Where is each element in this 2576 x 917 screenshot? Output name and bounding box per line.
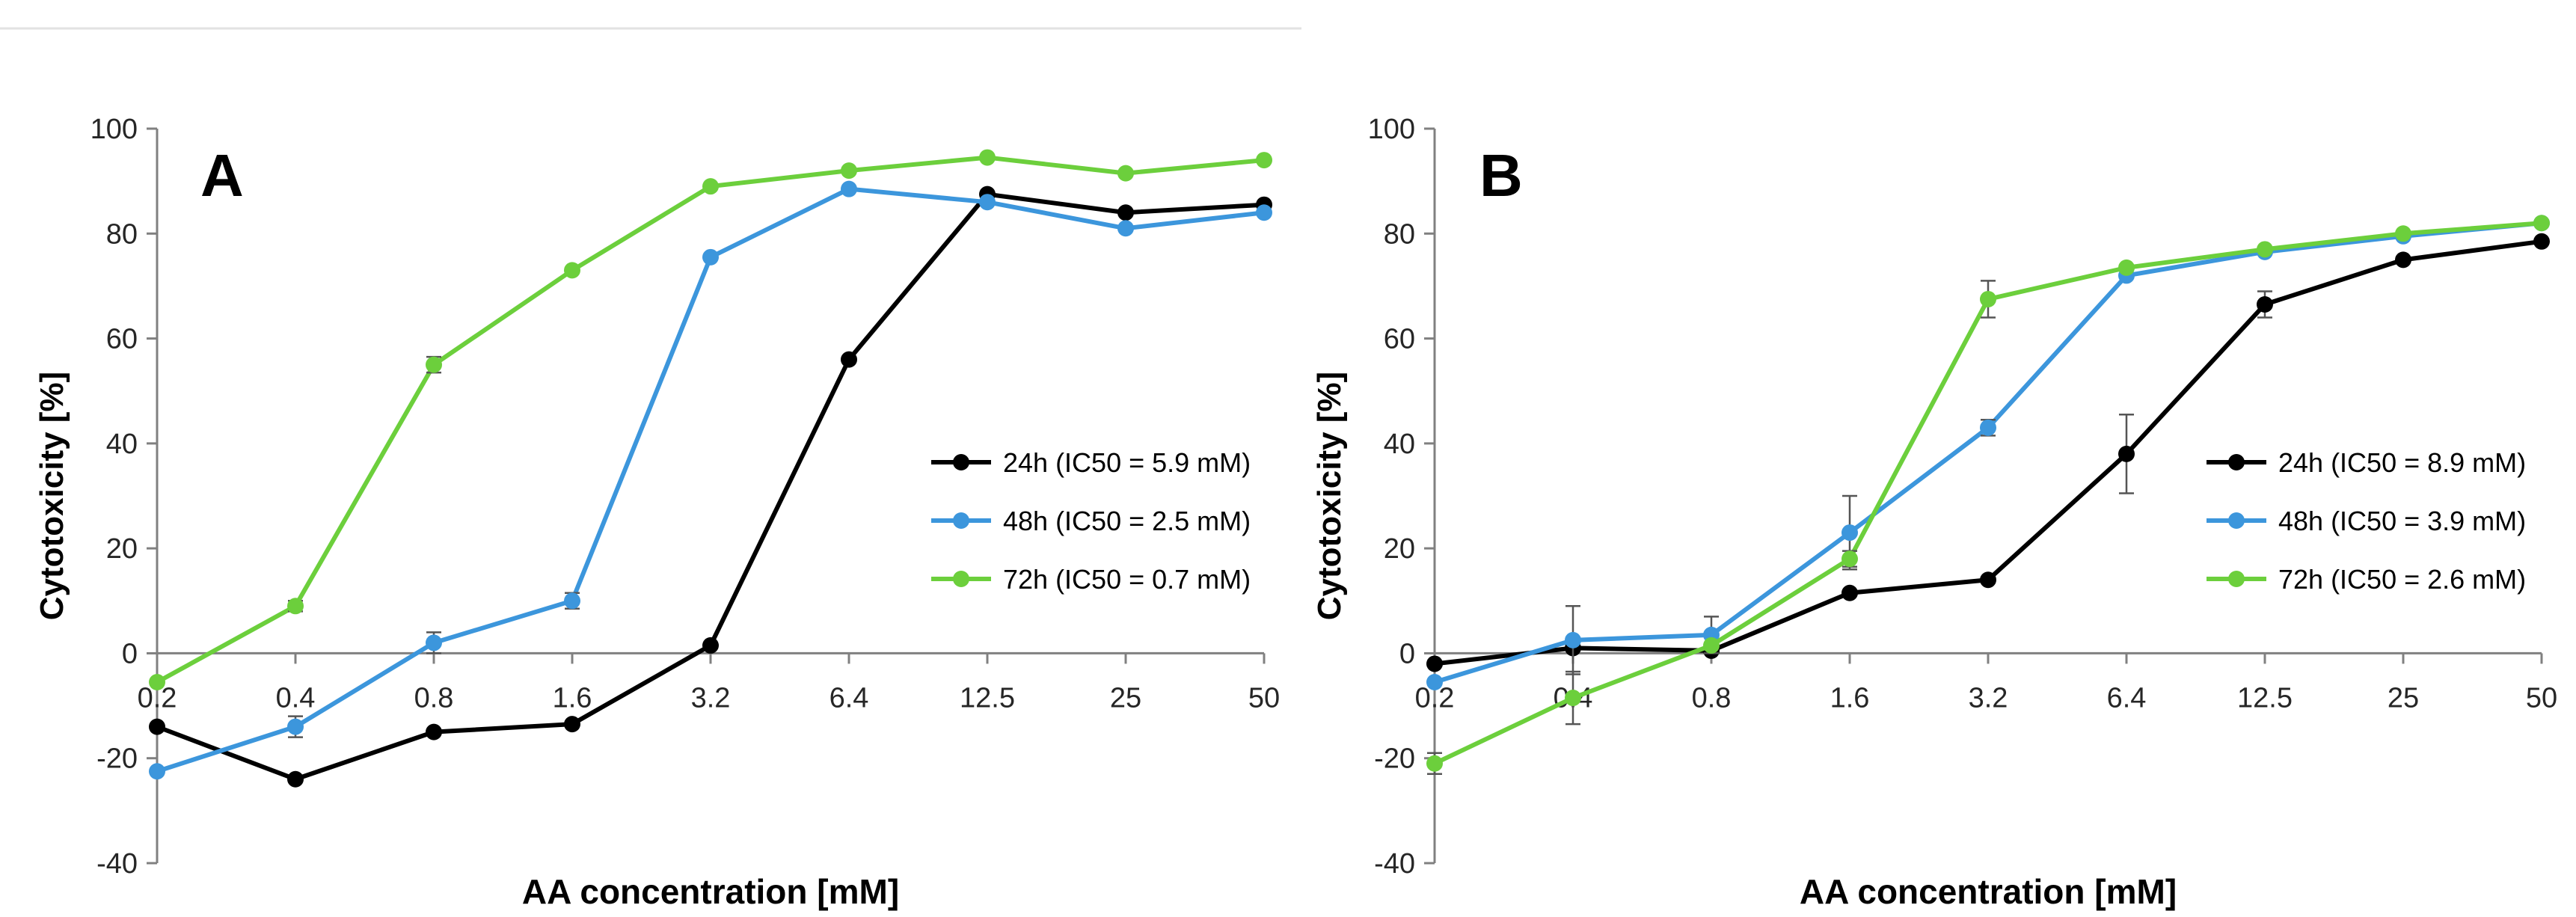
- x-tick-label: 12.5: [2237, 682, 2293, 714]
- y-tick-label: 60: [1384, 324, 1415, 355]
- data-point: [1841, 550, 1858, 568]
- y-tick-label: 20: [106, 533, 138, 565]
- data-point: [2257, 295, 2273, 313]
- y-tick-label: 40: [106, 429, 138, 460]
- x-tick-label: 1.6: [1830, 682, 1870, 714]
- legend-marker: [2228, 512, 2245, 529]
- x-tick-label: 25: [1110, 682, 1141, 714]
- data-point: [1256, 152, 1272, 169]
- y-tick-label: 80: [1384, 218, 1415, 250]
- data-point: [1980, 290, 1996, 307]
- y-tick-label: 60: [106, 324, 138, 355]
- x-tick-label: 0.8: [414, 682, 454, 714]
- data-point: [287, 718, 304, 735]
- data-point: [2533, 215, 2550, 232]
- y-axis-title: Cytotoxicity [%]: [1311, 372, 1348, 620]
- data-point: [841, 351, 857, 368]
- x-tick-label: 50: [1248, 682, 1280, 714]
- legend-label: 24h (IC50 = 8.9 mM): [2278, 447, 2526, 478]
- data-point: [426, 356, 442, 373]
- y-tick-label: 20: [1384, 533, 1415, 565]
- data-point: [1980, 571, 1996, 589]
- data-point: [1426, 755, 1443, 772]
- data-point: [2257, 241, 2273, 258]
- data-point: [979, 194, 996, 211]
- legend-label: 48h (IC50 = 3.9 mM): [2278, 506, 2526, 536]
- legend-label: 24h (IC50 = 5.9 mM): [1003, 447, 1251, 478]
- x-axis-title: AA concentration [mM]: [1800, 872, 2177, 911]
- data-point: [1703, 637, 1720, 654]
- data-point: [287, 770, 304, 788]
- data-point: [1565, 690, 1581, 707]
- y-tick-label: 0: [122, 638, 138, 669]
- chart-panel-b: 100806040200-20-400.20.40.81.63.26.412.5…: [1311, 114, 2557, 911]
- x-tick-label: 0.4: [276, 682, 316, 714]
- data-point: [1426, 674, 1443, 691]
- x-axis-title: AA concentration [mM]: [522, 872, 899, 911]
- legend-label: 48h (IC50 = 2.5 mM): [1003, 506, 1251, 536]
- legend-marker: [2228, 571, 2245, 587]
- y-tick-label: -40: [1374, 848, 1415, 880]
- legend-marker: [953, 454, 969, 470]
- y-tick-label: 100: [91, 114, 138, 145]
- legend-label: 72h (IC50 = 2.6 mM): [2278, 564, 2526, 595]
- data-point: [426, 723, 442, 740]
- data-point: [702, 248, 719, 266]
- x-tick-label: 0.8: [1692, 682, 1732, 714]
- x-tick-label: 12.5: [960, 682, 1015, 714]
- data-point: [702, 178, 719, 195]
- y-tick-label: -20: [1374, 743, 1415, 775]
- data-point: [2118, 445, 2135, 462]
- y-axis-title: Cytotoxicity [%]: [34, 372, 70, 620]
- data-point: [1841, 584, 1858, 601]
- legend-label: 72h (IC50 = 0.7 mM): [1003, 564, 1251, 595]
- data-point: [2395, 225, 2411, 242]
- x-tick-label: 50: [2526, 682, 2557, 714]
- data-point: [287, 598, 304, 615]
- data-point: [564, 592, 580, 610]
- data-point: [2118, 259, 2135, 276]
- data-point: [564, 262, 580, 279]
- data-point: [1426, 655, 1443, 672]
- data-point: [1841, 524, 1858, 542]
- data-point: [1117, 204, 1134, 221]
- data-point: [1117, 165, 1134, 182]
- data-point: [2395, 251, 2411, 269]
- data-point: [841, 162, 857, 180]
- data-point: [702, 637, 719, 654]
- x-tick-label: 6.4: [2107, 682, 2147, 714]
- series-line: [156, 155, 1265, 684]
- y-tick-label: 100: [1368, 114, 1415, 145]
- data-point: [841, 180, 857, 197]
- legend-marker: [953, 512, 969, 529]
- data-point: [1980, 419, 1996, 436]
- data-point: [2533, 233, 2550, 250]
- y-tick-label: 80: [106, 218, 138, 250]
- panel-letter: A: [200, 142, 244, 209]
- y-tick-label: -40: [96, 848, 138, 880]
- y-tick-label: -20: [96, 743, 138, 775]
- x-tick-label: 1.6: [553, 682, 592, 714]
- x-tick-label: 6.4: [829, 682, 869, 714]
- x-tick-label: 25: [2388, 682, 2419, 714]
- legend-marker: [2228, 454, 2245, 470]
- legend-marker: [953, 571, 969, 587]
- data-point: [1565, 631, 1581, 648]
- x-tick-label: 3.2: [691, 682, 731, 714]
- data-point: [149, 763, 165, 780]
- y-tick-label: 40: [1384, 429, 1415, 460]
- data-point: [1117, 220, 1134, 237]
- data-point: [979, 149, 996, 166]
- data-point: [1256, 204, 1272, 221]
- x-tick-label: 3.2: [1969, 682, 2008, 714]
- data-point: [149, 674, 165, 691]
- data-point: [149, 718, 165, 735]
- data-point: [564, 716, 580, 733]
- panel-letter: B: [1479, 142, 1523, 209]
- data-point: [426, 634, 442, 651]
- y-tick-label: 0: [1399, 638, 1415, 669]
